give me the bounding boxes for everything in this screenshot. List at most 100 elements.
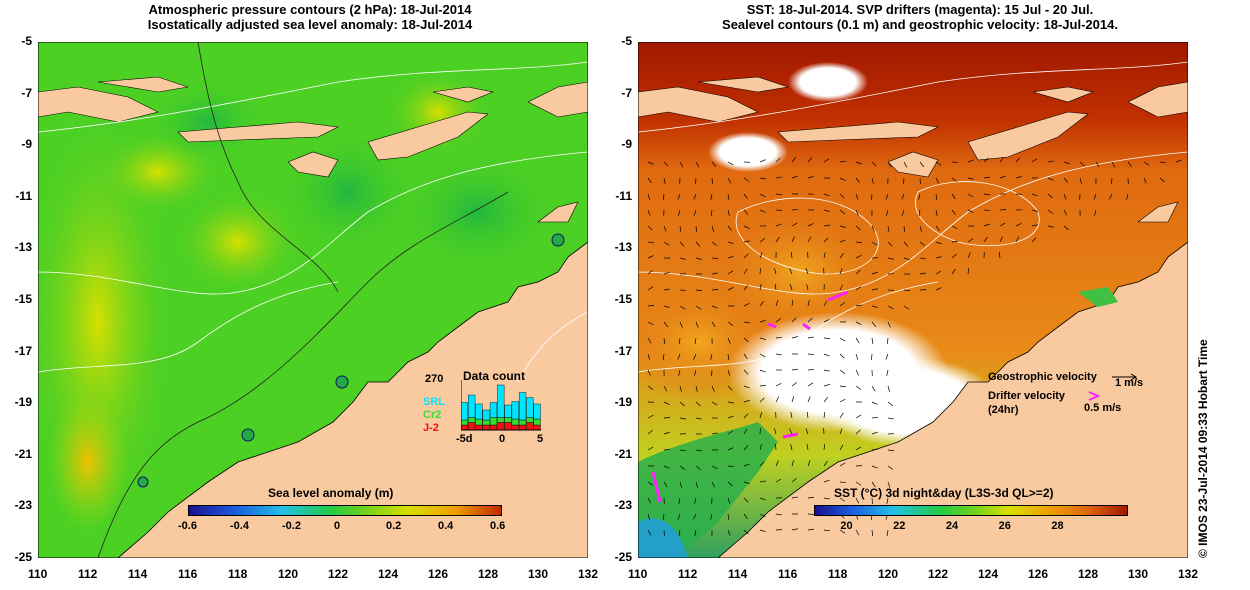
right-title-line2: Sealevel contours (0.1 m) and geostrophi… bbox=[722, 17, 1118, 32]
inset-bar-cr2 bbox=[526, 417, 534, 423]
right-title-line1: SST: 18-Jul-2014. SVP drifters (magenta)… bbox=[746, 2, 1094, 17]
inset-bar-cr2 bbox=[533, 418, 541, 426]
inset-bar-cr2 bbox=[489, 417, 498, 426]
sea-level-map-canvas bbox=[28, 41, 589, 559]
sla-colorbar-tick-1: -0.4 bbox=[230, 520, 249, 532]
inset-bar-j2 bbox=[518, 424, 527, 431]
sla-colorbar-tick-2: -0.2 bbox=[282, 520, 301, 532]
drifter-velocity-scale: 0.5 m/s bbox=[1084, 402, 1122, 414]
right-xtick-6: 122 bbox=[928, 567, 949, 581]
right-ytick-7: -19 bbox=[614, 395, 632, 410]
inset-bar-j2 bbox=[511, 424, 519, 431]
right-ytick-10: -25 bbox=[614, 550, 632, 564]
inset-bar-cr2 bbox=[475, 418, 483, 426]
inset-bar-srl bbox=[511, 401, 519, 420]
sla-colorbar bbox=[188, 505, 502, 516]
left-xtick-10: 130 bbox=[528, 567, 549, 581]
left-xtick-2: 114 bbox=[128, 567, 148, 581]
left-ytick-9: -23 bbox=[14, 498, 32, 513]
sst-colorbar bbox=[814, 505, 1128, 516]
left-ytick-6: -17 bbox=[14, 343, 32, 358]
left-xtick-1: 112 bbox=[78, 567, 98, 581]
inset-label-srl: SRL bbox=[423, 396, 445, 408]
sst-colorbar-tick-3: 26 bbox=[998, 520, 1011, 532]
inset-xtick-2: 5 bbox=[537, 433, 544, 445]
sst-colorbar-tick-4: 28 bbox=[1051, 520, 1064, 532]
left-xtick-11: 132 bbox=[578, 567, 599, 581]
inset-bar-j2 bbox=[497, 422, 505, 431]
right-xtick-7: 124 bbox=[978, 567, 999, 581]
inset-bar-j2 bbox=[504, 422, 512, 431]
left-xtick-0: 110 bbox=[28, 567, 48, 581]
right-ytick-0: -5 bbox=[621, 34, 632, 48]
inset-label-j2: J-2 bbox=[423, 422, 439, 434]
left-ytick-8: -21 bbox=[14, 446, 32, 461]
inset-bar-j2 bbox=[475, 424, 483, 431]
inset-bar-chart bbox=[461, 380, 541, 431]
right-ytick-2: -9 bbox=[621, 137, 632, 152]
left-title-line2: Isostatically adjusted sea level anomaly… bbox=[147, 17, 473, 32]
inset-bar-cr2 bbox=[511, 418, 519, 426]
inset-label-cr2: Cr2 bbox=[423, 409, 442, 421]
australia-landmass bbox=[116, 241, 589, 559]
left-ytick-10: -25 bbox=[14, 550, 32, 564]
inset-xtick-1: 0 bbox=[499, 433, 506, 445]
inset-title: Data count bbox=[463, 369, 526, 383]
inset-bar-cr2 bbox=[468, 417, 476, 423]
right-xtick-4: 118 bbox=[828, 567, 848, 581]
sla-colorbar-tick-0: -0.6 bbox=[178, 520, 197, 532]
inset-bar-cr2 bbox=[461, 419, 468, 426]
left-title-line1: Atmospheric pressure contours (2 hPa): 1… bbox=[148, 2, 472, 17]
right-title: SST: 18-Jul-2014. SVP drifters (magenta)… bbox=[630, 2, 1210, 32]
sla-colorbar-tick-4: 0.2 bbox=[386, 520, 402, 532]
right-xtick-3: 116 bbox=[778, 567, 798, 581]
inset-bar-srl bbox=[489, 402, 498, 418]
sst-map-canvas bbox=[618, 41, 1189, 559]
inset-bar-j2 bbox=[489, 424, 498, 431]
left-title: Atmospheric pressure contours (2 hPa): 1… bbox=[30, 2, 590, 32]
right-ytick-4: -13 bbox=[614, 240, 632, 255]
right-xtick-0: 110 bbox=[628, 567, 648, 581]
inset-bar-j2 bbox=[461, 424, 468, 431]
inset-bar-srl bbox=[518, 392, 527, 421]
inset-bar-srl bbox=[504, 404, 512, 418]
imos-credit: © IMOS 23-Jul-2014 09:33 Hobart Time bbox=[1196, 339, 1210, 558]
left-xtick-6: 122 bbox=[328, 567, 349, 581]
left-ytick-5: -15 bbox=[14, 292, 32, 306]
right-xtick-10: 130 bbox=[1128, 567, 1149, 581]
inset-bar-srl bbox=[482, 409, 490, 421]
inset-bar-j2 bbox=[533, 424, 541, 431]
inset-bar-srl bbox=[526, 397, 534, 418]
right-ytick-1: -7 bbox=[621, 85, 632, 100]
right-xtick-8: 126 bbox=[1028, 567, 1049, 581]
inset-bar-srl bbox=[468, 394, 476, 418]
right-xtick-2: 114 bbox=[728, 567, 748, 581]
java-landmass bbox=[37, 86, 159, 123]
sst-colorbar-tick-0: 20 bbox=[840, 520, 853, 532]
left-ytick-7: -19 bbox=[14, 395, 32, 410]
right-xtick-11: 132 bbox=[1178, 567, 1199, 581]
sst-map bbox=[618, 41, 1189, 559]
inset-bar-j2 bbox=[482, 424, 490, 431]
left-xtick-5: 120 bbox=[278, 567, 299, 581]
inset-bar-cr2 bbox=[518, 419, 527, 426]
sst-colorbar-tick-1: 22 bbox=[893, 520, 906, 532]
inset-xtick-0: -5d bbox=[456, 433, 473, 445]
right-ytick-3: -11 bbox=[615, 188, 632, 203]
sla-colorbar-tick-6: 0.6 bbox=[490, 520, 506, 532]
sst-colorbar-label: SST (°C) 3d night&day (L3S-3d QL>=2) bbox=[834, 486, 1054, 500]
inset-bar-srl bbox=[497, 384, 505, 418]
right-xtick-9: 128 bbox=[1078, 567, 1099, 581]
left-ytick-1: -7 bbox=[21, 85, 32, 100]
right-ytick-9: -23 bbox=[614, 498, 632, 513]
left-xtick-7: 124 bbox=[378, 567, 399, 581]
geo-velocity-arrow-icon bbox=[1112, 373, 1137, 381]
left-ytick-0: -5 bbox=[21, 34, 32, 48]
right-xtick-5: 120 bbox=[878, 567, 899, 581]
inset-bar-j2 bbox=[526, 422, 534, 431]
inset-bar-cr2 bbox=[497, 417, 505, 423]
inset-bar-srl bbox=[475, 403, 483, 420]
drifter-velocity-sub: (24hr) bbox=[988, 404, 1019, 416]
left-xtick-8: 126 bbox=[428, 567, 449, 581]
left-xtick-3: 116 bbox=[178, 567, 198, 581]
